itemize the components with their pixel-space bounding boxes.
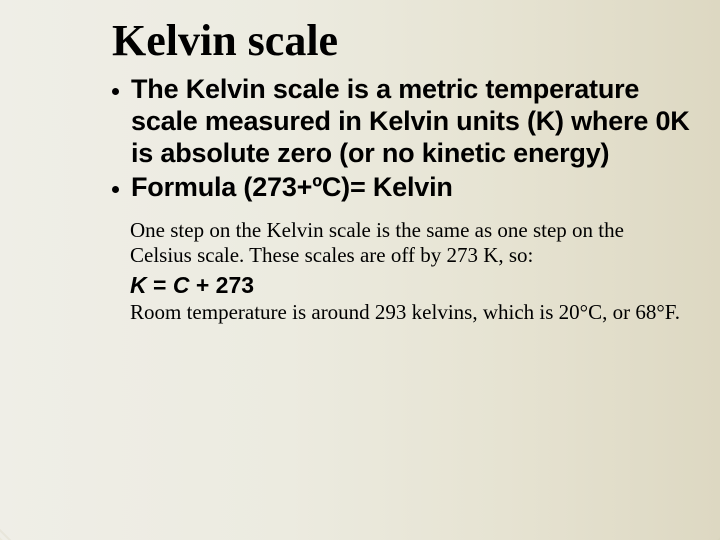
bullet-text: The Kelvin scale is a metric temperature…	[131, 74, 690, 170]
bullet-text: Formula (273+ºC)= Kelvin	[131, 172, 453, 204]
body-paragraph: One step on the Kelvin scale is the same…	[130, 218, 690, 269]
bullet-dot-icon	[112, 186, 119, 193]
slide: Kelvin scale The Kelvin scale is a metri…	[0, 0, 720, 540]
formula-constant: + 273	[189, 272, 254, 298]
body-paragraph: Room temperature is around 293 kelvins, …	[130, 300, 690, 326]
bullet-item: Formula (273+ºC)= Kelvin	[112, 172, 690, 204]
formula-eq: =	[147, 272, 173, 298]
formula: K = C + 273	[130, 271, 690, 299]
bullet-list: The Kelvin scale is a metric temperature…	[112, 74, 690, 203]
body-text: One step on the Kelvin scale is the same…	[130, 218, 690, 326]
slide-title: Kelvin scale	[112, 18, 690, 64]
bullet-item: The Kelvin scale is a metric temperature…	[112, 74, 690, 170]
formula-var-k: K	[130, 272, 147, 298]
formula-var-c: C	[173, 272, 190, 298]
bullet-dot-icon	[112, 88, 119, 95]
